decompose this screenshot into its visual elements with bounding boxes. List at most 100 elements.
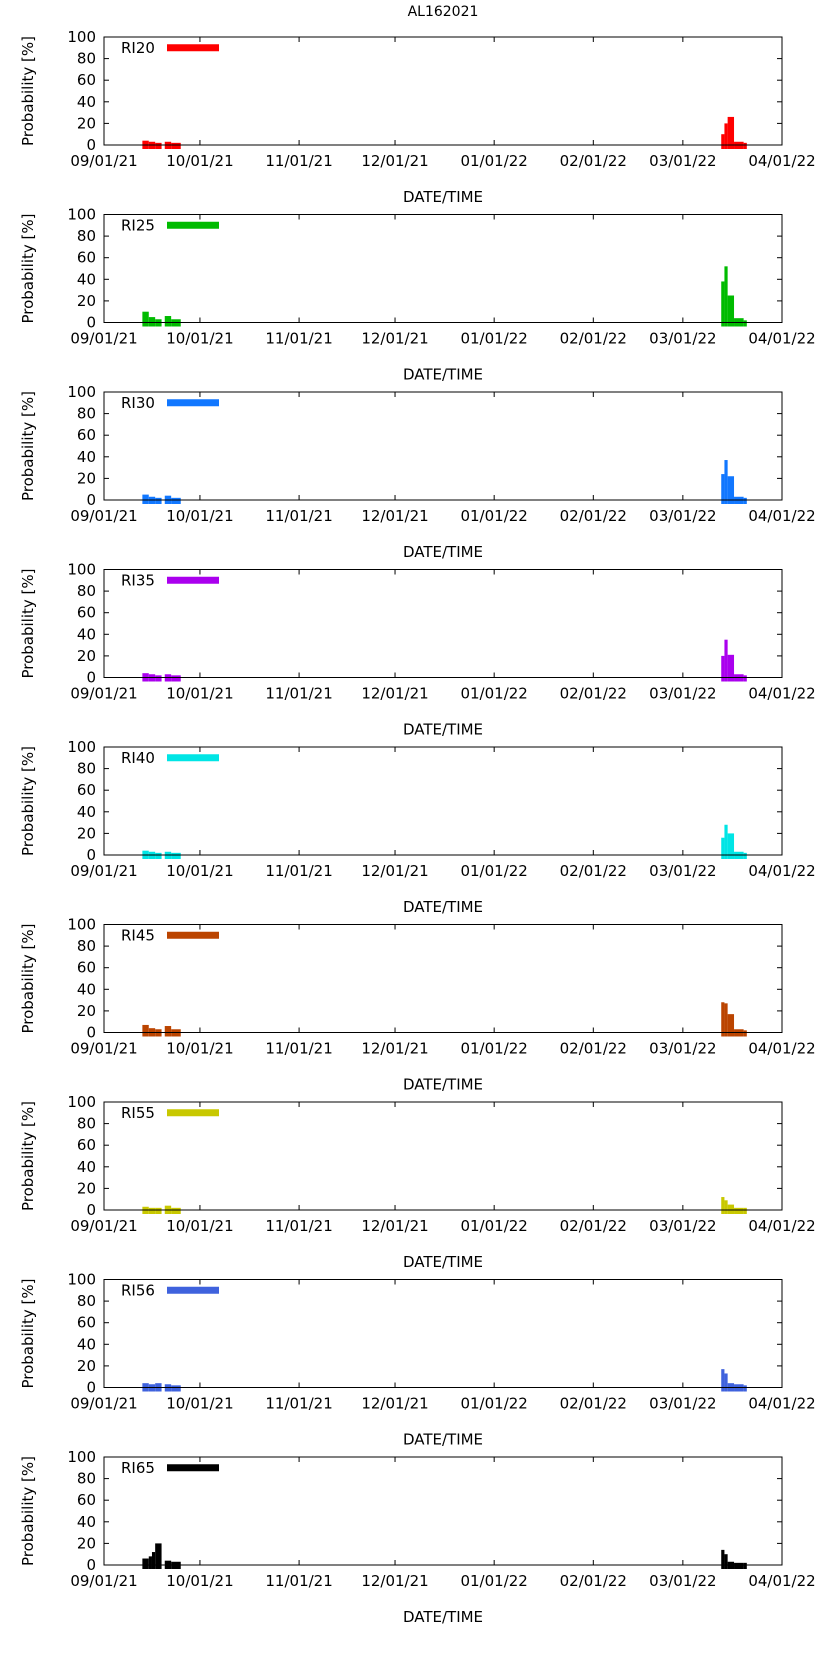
bar-ri65-9 [734, 1562, 744, 1569]
x-tick-label: 12/01/21 [361, 1395, 428, 1413]
y-tick-label: 20 [77, 1002, 96, 1020]
x-tick-label: 03/01/22 [649, 1395, 716, 1413]
bar-ri25-5 [721, 281, 725, 327]
bar-ri56-9 [743, 1385, 747, 1392]
panel-ri25: 0 20 40 60 80 100 09/01/21 10/01/21 11/01/21 12/0… [19, 206, 816, 384]
panel-ri40: 0 20 40 60 80 100 09/01/21 10/01/21 11/01/21 12/0… [19, 738, 816, 916]
plot-frame [103, 391, 783, 501]
x-tick-label: 03/01/22 [649, 330, 716, 348]
y-tick-label: 80 [77, 582, 96, 600]
y-tick-label: 100 [67, 1093, 96, 1111]
y-tick-label: 0 [86, 314, 96, 332]
bar-ri45-5 [721, 1002, 725, 1037]
y-tick-label: 0 [86, 1379, 96, 1397]
x-tick-label: 01/01/22 [460, 862, 527, 880]
y-tick-label: 60 [77, 426, 96, 444]
bar-ri56-4 [171, 1385, 181, 1392]
bar-ri30-0 [142, 494, 149, 504]
bar-ri40-7 [727, 833, 735, 859]
x-tick-label: 02/01/22 [560, 1395, 627, 1413]
x-tick-label: 12/01/21 [361, 507, 428, 525]
x-tick-label: 03/01/22 [649, 1040, 716, 1058]
y-tick-label: 60 [77, 71, 96, 89]
x-tick-label: 10/01/21 [166, 152, 233, 170]
x-tick-label: 11/01/21 [265, 685, 332, 703]
x-tick-label: 04/01/22 [748, 1572, 815, 1590]
bar-ri65-7 [724, 1554, 728, 1569]
x-tick-label: 01/01/22 [460, 1040, 527, 1058]
x-tick-label: 09/01/21 [70, 1572, 137, 1590]
x-tick-label: 09/01/21 [70, 1217, 137, 1235]
x-tick-label: 12/01/21 [361, 1572, 428, 1590]
bar-ri45-7 [727, 1014, 735, 1037]
bar-ri65-10 [743, 1562, 747, 1569]
plot-frame [103, 924, 783, 1033]
panel-ri65: 0 20 40 60 80 100 09/01/21 10/01/21 11/01/21 12/0… [19, 1448, 816, 1626]
legend-label: RI20 [121, 39, 155, 57]
y-tick-label: 60 [77, 1491, 96, 1509]
x-tick-label: 11/01/21 [265, 1217, 332, 1235]
panel-ri55: 0 20 40 60 80 100 09/01/21 10/01/21 11/01/21 12/0… [19, 1093, 816, 1271]
y-tick-label: 60 [77, 781, 96, 799]
x-tick-label: 12/01/21 [361, 1040, 428, 1058]
x-tick-label: 10/01/21 [166, 862, 233, 880]
y-axis-label: Probability [%] [19, 391, 37, 501]
bar-ri20-6 [724, 123, 728, 149]
x-tick-label: 11/01/21 [265, 330, 332, 348]
bar-ri35-7 [727, 654, 735, 682]
x-tick-label: 02/01/22 [560, 152, 627, 170]
legend-label: RI25 [121, 217, 155, 235]
y-tick-label: 40 [77, 1158, 96, 1176]
bar-ri65-2 [151, 1552, 156, 1569]
bar-ri40-9 [743, 852, 747, 859]
bar-ri30-7 [727, 476, 735, 504]
y-tick-label: 20 [77, 469, 96, 487]
y-tick-label: 60 [77, 249, 96, 267]
x-tick-label: 02/01/22 [560, 330, 627, 348]
x-tick-label: 11/01/21 [265, 1572, 332, 1590]
x-tick-label: 10/01/21 [166, 507, 233, 525]
x-tick-label: 11/01/21 [265, 507, 332, 525]
y-tick-label: 0 [86, 136, 96, 154]
x-tick-label: 03/01/22 [649, 1572, 716, 1590]
plot-frame [103, 1456, 783, 1566]
y-tick-label: 80 [77, 405, 96, 423]
bar-ri55-4 [171, 1207, 181, 1214]
x-tick-label: 04/01/22 [748, 507, 815, 525]
x-tick-label: 10/01/21 [166, 330, 233, 348]
bar-ri35-6 [724, 639, 728, 682]
legend-label: RI40 [121, 749, 155, 767]
y-tick-label: 20 [77, 647, 96, 665]
x-tick-label: 01/01/22 [460, 1572, 527, 1590]
y-tick-label: 60 [77, 604, 96, 622]
y-tick-label: 20 [77, 114, 96, 132]
bar-ri55-2 [155, 1207, 162, 1214]
x-tick-label: 10/01/21 [166, 685, 233, 703]
x-axis-label: DATE/TIME [403, 1608, 483, 1626]
y-tick-label: 40 [77, 625, 96, 643]
bar-ri25-6 [724, 266, 728, 327]
y-tick-label: 0 [86, 491, 96, 509]
x-tick-label: 02/01/22 [560, 685, 627, 703]
x-tick-label: 01/01/22 [460, 152, 527, 170]
bar-ri35-4 [171, 675, 181, 682]
x-axis-label: DATE/TIME [403, 543, 483, 561]
x-tick-label: 11/01/21 [265, 862, 332, 880]
y-tick-label: 80 [77, 50, 96, 68]
x-tick-label: 10/01/21 [166, 1217, 233, 1235]
bar-ri20-5 [721, 134, 725, 149]
x-tick-label: 04/01/22 [748, 1040, 815, 1058]
y-axis-label: Probability [%] [19, 568, 37, 678]
y-tick-label: 40 [77, 980, 96, 998]
y-tick-label: 0 [86, 846, 96, 864]
bar-ri65-6 [721, 1549, 725, 1569]
legend-label: RI65 [121, 1459, 155, 1477]
bar-ri55-9 [743, 1207, 747, 1214]
bar-ri35-5 [721, 655, 725, 682]
x-axis-label: DATE/TIME [403, 1431, 483, 1449]
y-tick-label: 20 [77, 1534, 96, 1552]
y-axis-label: Probability [%] [19, 1101, 37, 1211]
bar-ri55-5 [721, 1197, 725, 1214]
y-tick-label: 100 [67, 738, 96, 756]
x-tick-label: 03/01/22 [649, 862, 716, 880]
